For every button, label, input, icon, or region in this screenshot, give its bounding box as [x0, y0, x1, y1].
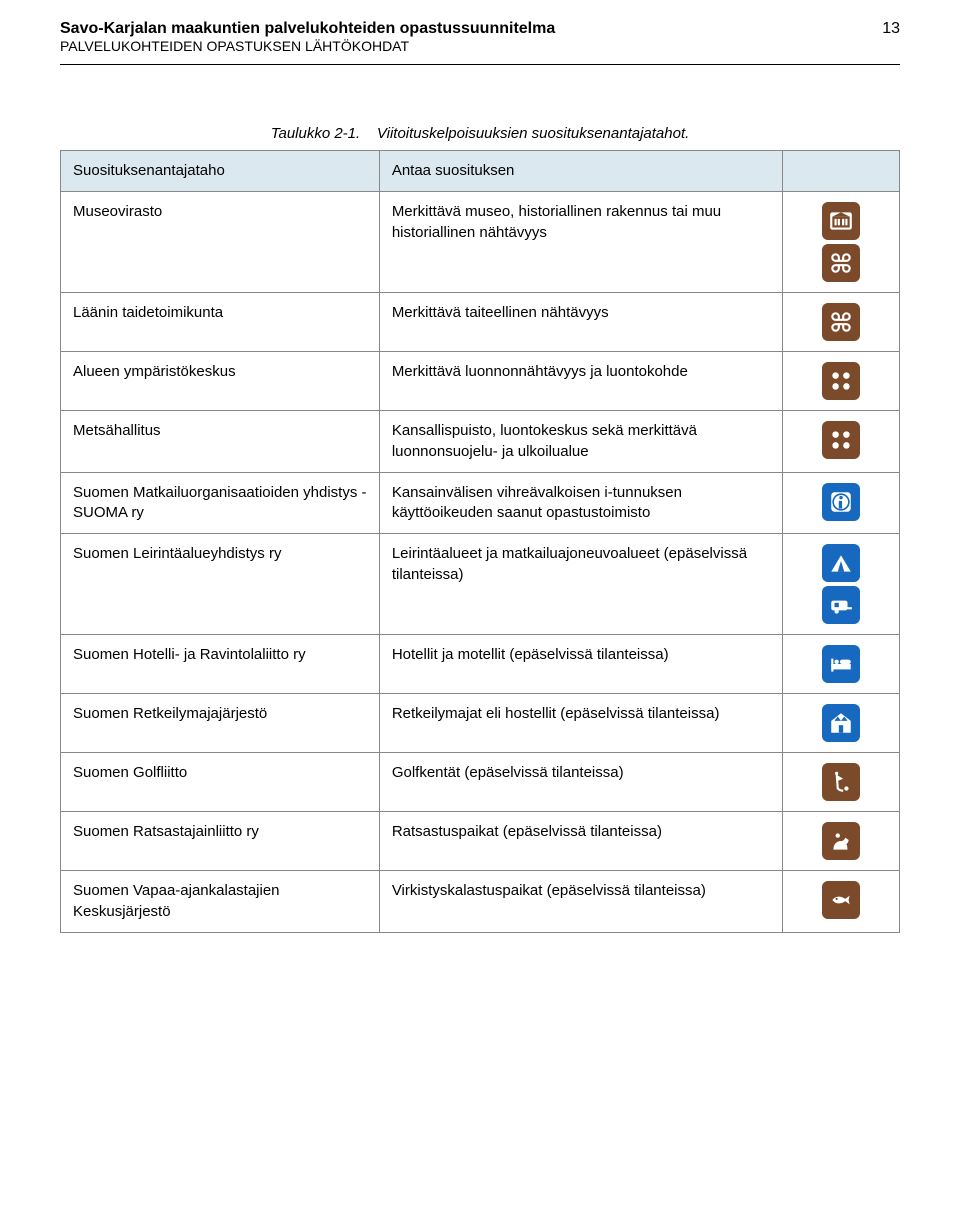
recommendation-cell: Merkittävä luonnonnähtävyys ja luontokoh…: [379, 352, 782, 411]
authority-cell: Läänin taidetoimikunta: [61, 293, 380, 352]
flower-icon: [822, 362, 860, 400]
authority-cell: Suomen Hotelli- ja Ravintolaliitto ry: [61, 635, 380, 694]
sign-cell: [782, 812, 899, 871]
table-row: Alueen ympäristökeskusMerkittävä luonnon…: [61, 352, 900, 411]
sign-icons: [795, 303, 887, 341]
authority-cell: Suomen Retkeilymajajärjestö: [61, 694, 380, 753]
authority-cell: Suomen Matkailuorganisaatioiden yhdistys…: [61, 472, 380, 534]
golf-icon: [822, 763, 860, 801]
doc-header: Savo-Karjalan maakuntien palvelukohteide…: [60, 20, 900, 58]
sign-cell: [782, 472, 899, 534]
table-number: Taulukko 2-1.: [271, 125, 361, 142]
command-icon: [822, 303, 860, 341]
bed-icon: [822, 645, 860, 683]
doc-title: Savo-Karjalan maakuntien palvelukohteide…: [60, 20, 555, 38]
header-col-1: Suosituksenantajataho: [61, 151, 380, 192]
sign-cell: [782, 293, 899, 352]
recommendation-table: Suosituksenantajataho Antaa suosituksen …: [60, 150, 900, 933]
recommendation-cell: Hotellit ja motellit (epäselvissä tilant…: [379, 635, 782, 694]
sign-cell: [782, 192, 899, 293]
info-icon: [822, 483, 860, 521]
header-col-3: [782, 151, 899, 192]
sign-cell: [782, 534, 899, 635]
hostel-icon: [822, 704, 860, 742]
authority-cell: Suomen Vapaa-ajankalastajien Keskusjärje…: [61, 871, 380, 933]
authority-cell: Alueen ympäristökeskus: [61, 352, 380, 411]
tent-icon: [822, 544, 860, 582]
caravan-icon: [822, 586, 860, 624]
recommendation-cell: Ratsastuspaikat (epäselvissä tilanteissa…: [379, 812, 782, 871]
authority-cell: Metsähallitus: [61, 411, 380, 473]
table-row: Suomen Leirintäalueyhdistys ryLeirintäal…: [61, 534, 900, 635]
sign-icons: [795, 763, 887, 801]
sign-icons: [795, 544, 887, 624]
sign-cell: [782, 694, 899, 753]
recommendation-cell: Kansainvälisen vihreävalkoisen i-tunnuks…: [379, 472, 782, 534]
authority-cell: Suomen Leirintäalueyhdistys ry: [61, 534, 380, 635]
sign-cell: [782, 635, 899, 694]
recommendation-cell: Virkistyskalastuspaikat (epäselvissä til…: [379, 871, 782, 933]
page-number: 13: [882, 20, 900, 38]
sign-icons: [795, 704, 887, 742]
table-row: Läänin taidetoimikuntaMerkittävä taiteel…: [61, 293, 900, 352]
divider: [60, 64, 900, 65]
sign-icons: [795, 202, 887, 282]
sign-icons: [795, 483, 887, 521]
sign-cell: [782, 411, 899, 473]
table-row: Suomen Hotelli- ja Ravintolaliitto ryHot…: [61, 635, 900, 694]
sign-cell: [782, 753, 899, 812]
table-row: MuseovirastoMerkittävä museo, historiall…: [61, 192, 900, 293]
flower-icon: [822, 421, 860, 459]
table-row: Suomen Vapaa-ajankalastajien Keskusjärje…: [61, 871, 900, 933]
recommendation-cell: Leirintäalueet ja matkailuajoneuvoalueet…: [379, 534, 782, 635]
table-header-row: Suosituksenantajataho Antaa suosituksen: [61, 151, 900, 192]
recommendation-cell: Retkeilymajat eli hostellit (epäselvissä…: [379, 694, 782, 753]
doc-subtitle: PALVELUKOHTEIDEN OPASTUKSEN LÄHTÖKOHDAT: [60, 38, 555, 54]
recommendation-cell: Kansallispuisto, luontokeskus sekä merki…: [379, 411, 782, 473]
fish-icon: [822, 881, 860, 919]
horse-icon: [822, 822, 860, 860]
recommendation-cell: Merkittävä museo, historiallinen rakennu…: [379, 192, 782, 293]
table-row: Suomen Matkailuorganisaatioiden yhdistys…: [61, 472, 900, 534]
table-row: Suomen Ratsastajainliitto ryRatsastuspai…: [61, 812, 900, 871]
authority-cell: Museovirasto: [61, 192, 380, 293]
table-row: Suomen RetkeilymajajärjestöRetkeilymajat…: [61, 694, 900, 753]
table-caption: Taulukko 2-1. Viitoituskelpoisuuksien su…: [60, 125, 900, 142]
sign-icons: [795, 645, 887, 683]
recommendation-cell: Golfkentät (epäselvissä tilanteissa): [379, 753, 782, 812]
table-row: Suomen GolfliittoGolfkentät (epäselvissä…: [61, 753, 900, 812]
sign-icons: [795, 362, 887, 400]
sign-icons: [795, 822, 887, 860]
authority-cell: Suomen Golfliitto: [61, 753, 380, 812]
authority-cell: Suomen Ratsastajainliitto ry: [61, 812, 380, 871]
table-row: MetsähallitusKansallispuisto, luontokesk…: [61, 411, 900, 473]
caption-text: Viitoituskelpoisuuksien suosituksenantaj…: [377, 125, 689, 142]
header-col-2: Antaa suosituksen: [379, 151, 782, 192]
command-icon: [822, 244, 860, 282]
page: Savo-Karjalan maakuntien palvelukohteide…: [0, 0, 960, 973]
sign-cell: [782, 871, 899, 933]
sign-cell: [782, 352, 899, 411]
sign-icons: [795, 421, 887, 459]
museum-icon: [822, 202, 860, 240]
recommendation-cell: Merkittävä taiteellinen nähtävyys: [379, 293, 782, 352]
sign-icons: [795, 881, 887, 919]
